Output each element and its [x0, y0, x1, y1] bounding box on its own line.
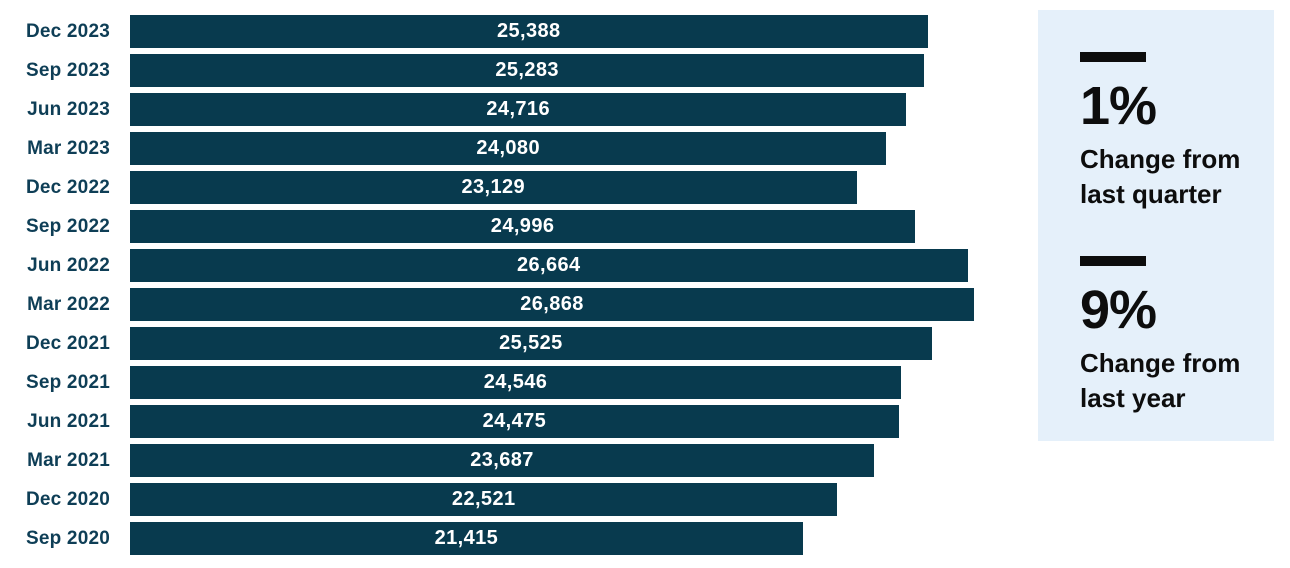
- bar-value-label: 26,868: [520, 293, 584, 315]
- bar: 23,687: [130, 444, 875, 477]
- category-label: Mar 2021: [27, 449, 110, 471]
- bar-row: Dec 2023 25,388: [0, 15, 974, 48]
- stat-description-line: Change from: [1080, 144, 1241, 174]
- bar-track: 25,388: [130, 15, 974, 48]
- bar-value-label: 23,129: [461, 176, 526, 198]
- bar: 24,475: [130, 405, 899, 438]
- bar-value-label: 23,687: [470, 449, 534, 471]
- category-label: Jun 2023: [27, 98, 110, 120]
- bar-track: 22,521: [130, 483, 974, 516]
- bar-row: Mar 2022 26,868: [0, 288, 974, 321]
- category-label: Sep 2022: [26, 215, 110, 237]
- category-label: Dec 2021: [25, 332, 110, 354]
- bar: 25,525: [130, 327, 932, 360]
- stat-description: Change from last quarter: [1080, 142, 1264, 212]
- stat-description-line: last quarter: [1080, 179, 1222, 209]
- category-label: Mar 2022: [27, 293, 110, 315]
- bar-track: 24,475: [130, 405, 974, 438]
- bar: 26,868: [130, 288, 974, 321]
- bar: 23,129: [130, 171, 857, 204]
- bar-value-label: 24,716: [486, 98, 550, 120]
- bar: 25,388: [130, 15, 928, 48]
- bar-row: Dec 2020 22,521: [0, 483, 974, 516]
- category-label: Jun 2021: [27, 410, 110, 432]
- bar-row: Dec 2022 23,129: [0, 171, 974, 204]
- bar-value-label: 22,521: [451, 488, 516, 510]
- bar: 24,716: [130, 93, 907, 126]
- bar: 22,521: [130, 483, 838, 516]
- category-label: Jun 2022: [27, 254, 110, 276]
- bar: 24,546: [130, 366, 902, 399]
- stat-description-line: Change from: [1080, 348, 1241, 378]
- bar: 24,080: [130, 132, 887, 165]
- quarterly-bar-chart: Dec 2023 25,388 Sep 2023 25,283 Jun 2023…: [0, 15, 974, 561]
- bar-value-label: 24,546: [483, 371, 548, 393]
- stat-value: 9%: [1080, 280, 1157, 340]
- bar-track: 25,283: [130, 54, 974, 87]
- bar: 25,283: [130, 54, 925, 87]
- bar-track: 24,716: [130, 93, 974, 126]
- bar-value-label: 26,664: [517, 254, 581, 276]
- bar: 26,664: [130, 249, 968, 282]
- bar-row: Sep 2023 25,283: [0, 54, 974, 87]
- bar-track: 23,129: [130, 171, 974, 204]
- bar-track: 21,415: [130, 522, 974, 555]
- stats-panel: 1% Change from last quarter 9% Change fro…: [1038, 10, 1274, 441]
- bar-value-label: 21,415: [434, 527, 499, 549]
- bar-track: 24,996: [130, 210, 974, 243]
- bar-value-label: 25,525: [499, 332, 563, 354]
- bar-row: Dec 2021 25,525: [0, 327, 974, 360]
- bar-row: Sep 2020 21,415: [0, 522, 974, 555]
- stat-block: 1% Change from last quarter: [1080, 52, 1264, 212]
- bar-value-label: 24,080: [476, 137, 540, 159]
- bar-row: Jun 2022 26,664: [0, 249, 974, 282]
- bar: 21,415: [130, 522, 803, 555]
- stat-block: 9% Change from last year: [1080, 256, 1264, 416]
- bar-row: Mar 2023 24,080: [0, 132, 974, 165]
- bar-row: Mar 2021 23,687: [0, 444, 974, 477]
- dash-icon: [1080, 52, 1146, 62]
- dash-icon: [1080, 256, 1146, 266]
- bar-value-label: 24,996: [490, 215, 555, 237]
- bar-value-label: 25,283: [495, 59, 559, 81]
- bar: 24,996: [130, 210, 916, 243]
- bar-track: 24,080: [130, 132, 974, 165]
- category-label: Dec 2022: [25, 176, 110, 198]
- category-label: Sep 2020: [26, 527, 110, 549]
- bar-track: 23,687: [130, 444, 974, 477]
- bar-row: Jun 2023 24,716: [0, 93, 974, 126]
- bar-row: Sep 2022 24,996: [0, 210, 974, 243]
- category-label: Mar 2023: [27, 137, 110, 159]
- bar-row: Sep 2021 24,546: [0, 366, 974, 399]
- bar-track: 24,546: [130, 366, 974, 399]
- bar-track: 26,664: [130, 249, 974, 282]
- category-label: Sep 2023: [26, 59, 110, 81]
- stat-value: 1%: [1080, 76, 1157, 136]
- category-label: Dec 2020: [25, 488, 110, 510]
- stat-description: Change from last year: [1080, 346, 1264, 416]
- category-label: Sep 2021: [26, 371, 110, 393]
- stat-description-line: last year: [1080, 383, 1186, 413]
- category-label: Dec 2023: [25, 20, 110, 42]
- bar-track: 26,868: [130, 288, 974, 321]
- bar-value-label: 24,475: [482, 410, 547, 432]
- bar-row: Jun 2021 24,475: [0, 405, 974, 438]
- bar-value-label: 25,388: [496, 20, 561, 42]
- bar-track: 25,525: [130, 327, 974, 360]
